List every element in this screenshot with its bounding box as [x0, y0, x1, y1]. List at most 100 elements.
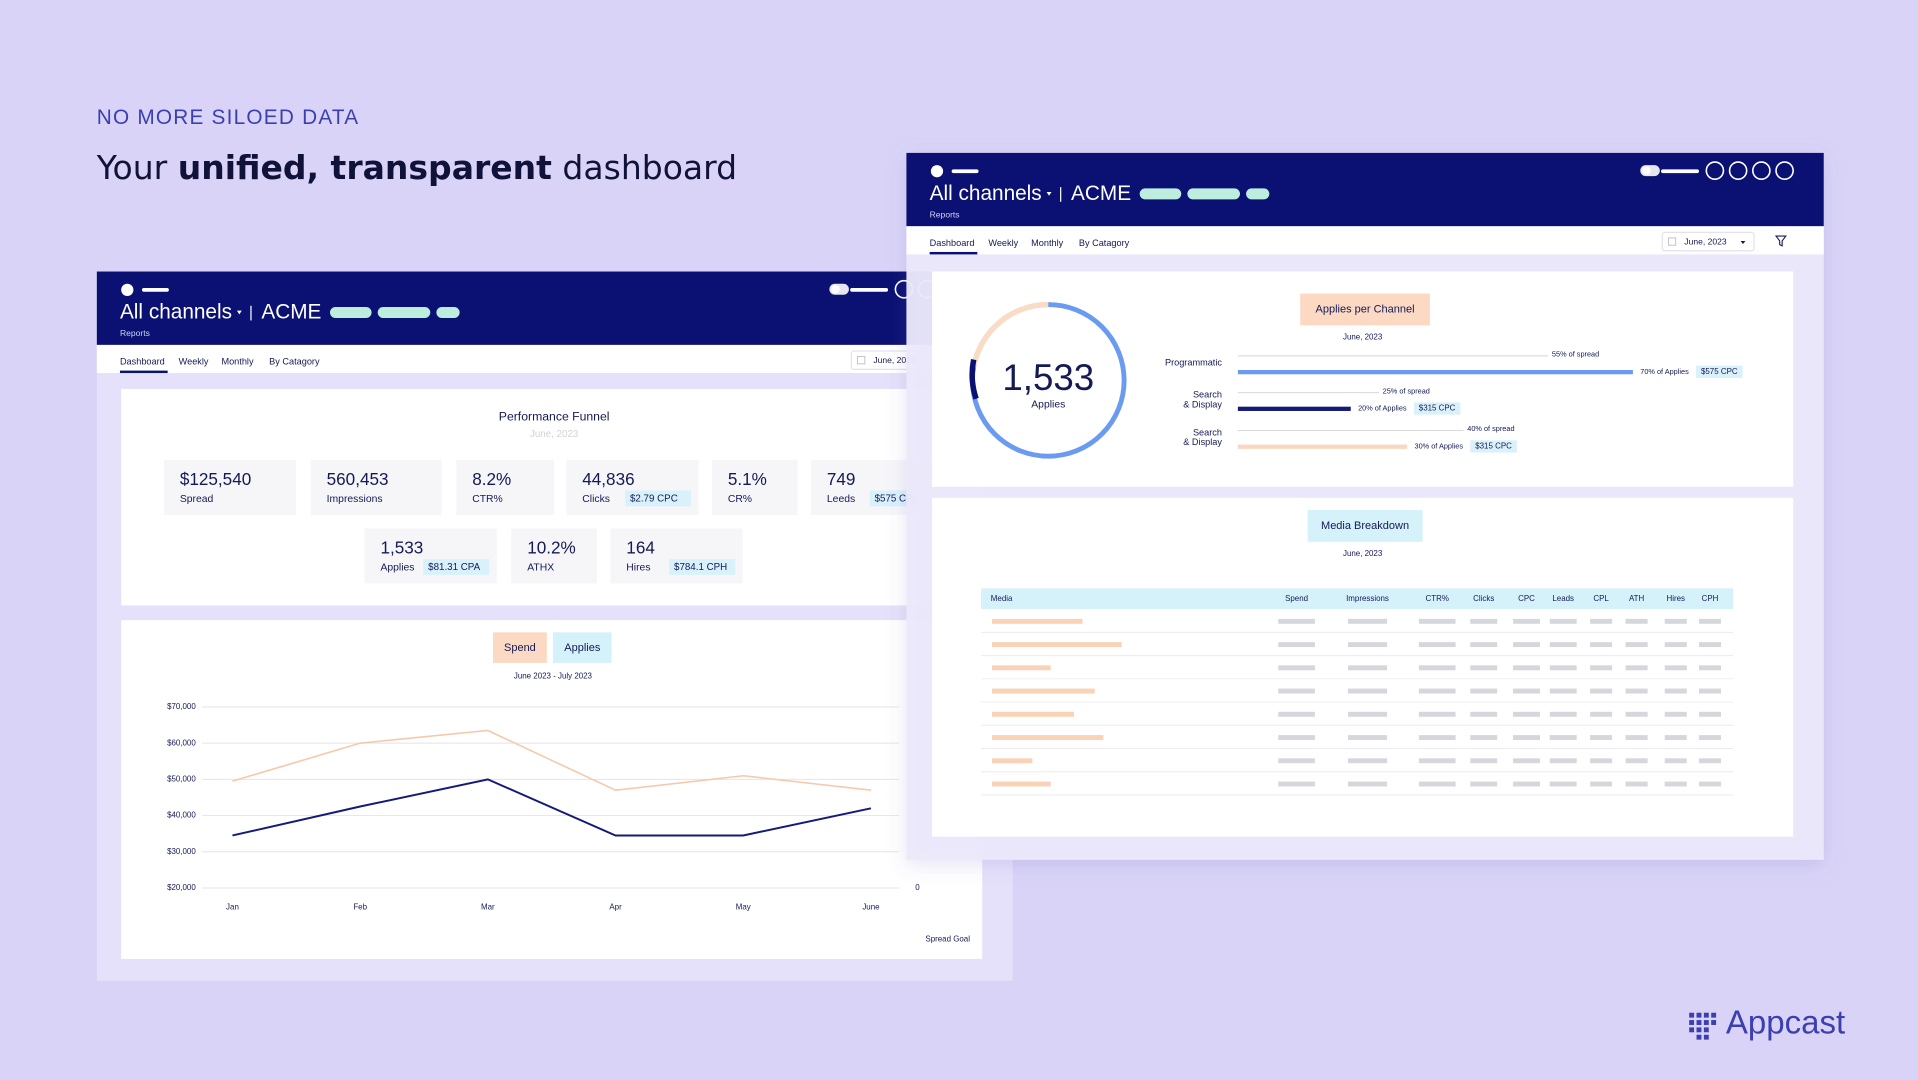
header-bar	[850, 288, 889, 292]
channel-name: Programmatic	[1165, 358, 1222, 368]
placeholder	[1470, 688, 1498, 694]
placeholder	[1278, 781, 1315, 787]
placeholder	[1278, 688, 1315, 694]
placeholder	[992, 688, 1095, 694]
x-tick-label: May	[736, 903, 751, 912]
placeholder	[1418, 665, 1456, 671]
kpi-value: 560,453	[327, 470, 389, 489]
placeholder	[1698, 688, 1721, 694]
calendar-icon	[857, 356, 866, 365]
kpi-tag-text: $81.31 CPA	[428, 562, 480, 573]
date-label: June, 2023	[1684, 236, 1727, 246]
column-header: Clicks	[1473, 594, 1494, 603]
toggle-knob	[1642, 166, 1651, 175]
placeholder	[1698, 711, 1721, 717]
header-icon[interactable]	[1705, 161, 1725, 180]
donut-arc	[969, 359, 979, 400]
date-label: June, 2023	[873, 355, 916, 365]
channel-name: Search	[1193, 389, 1222, 399]
placeholder	[1347, 711, 1388, 717]
tab[interactable]: Dashboard	[120, 356, 165, 366]
tab[interactable]: Monthly	[221, 356, 253, 366]
placeholder	[1470, 618, 1498, 624]
tab[interactable]: Dashboard	[930, 238, 975, 248]
placeholder	[1625, 758, 1648, 764]
placeholder	[1470, 642, 1498, 648]
kpi-label: Leeds	[827, 494, 855, 505]
date-picker[interactable]	[1661, 231, 1755, 252]
table-header	[981, 588, 1734, 610]
calendar-icon	[1667, 237, 1677, 246]
kpi-value: 8.2%	[472, 470, 511, 489]
headline: Your unified, transparent dashboard	[96, 147, 737, 186]
column-header: CPH	[1702, 594, 1719, 603]
kpi-tag-text: $575 CPL	[875, 494, 919, 505]
tab[interactable]: Monthly	[1031, 238, 1063, 248]
x-tick-label: Mar	[481, 903, 495, 912]
placeholder	[1418, 618, 1456, 624]
section-title: Applies per Channel	[1316, 303, 1415, 315]
column-header: Spend	[1285, 594, 1308, 603]
placeholder	[992, 758, 1033, 764]
column-header: ATH	[1629, 594, 1645, 603]
tab[interactable]: Weekly	[988, 238, 1018, 248]
chart-subtitle: June 2023 - July 2023	[514, 671, 593, 680]
channel-select[interactable]: All channels	[120, 301, 232, 324]
tab[interactable]: By Catagory	[1079, 238, 1130, 248]
dropdown-caret	[236, 310, 242, 315]
placeholder	[1347, 735, 1388, 740]
header-icon[interactable]	[1751, 161, 1771, 180]
tab[interactable]: Weekly	[179, 356, 209, 366]
client-name: ACME	[1071, 182, 1131, 205]
placeholder	[1470, 758, 1498, 764]
separator	[250, 305, 252, 321]
placeholder	[1590, 642, 1613, 648]
filter-icon[interactable]	[1774, 235, 1787, 247]
toggle-knob	[831, 284, 840, 294]
kpi-label: Spread	[180, 494, 214, 505]
placeholder	[1549, 711, 1577, 717]
kpi-value: 5.1%	[728, 470, 767, 489]
applies-bar	[1237, 406, 1351, 411]
kpi-value: 10.2%	[527, 539, 576, 558]
placeholder	[1418, 781, 1456, 787]
column-header: Media	[991, 594, 1013, 603]
header-icon[interactable]	[1728, 161, 1748, 180]
kpi-label: Hires	[626, 562, 650, 573]
chart-footer: Spread Goal	[925, 934, 970, 943]
dropdown-caret	[1046, 192, 1052, 196]
placeholder	[1625, 642, 1648, 648]
legend-tag[interactable]	[492, 632, 547, 663]
placeholder	[992, 618, 1083, 624]
header-icon[interactable]	[1775, 161, 1794, 180]
placeholder	[1513, 711, 1540, 717]
y-tick-label: $50,000	[167, 774, 196, 783]
channel-name: & Display	[1183, 399, 1222, 409]
placeholder	[1418, 735, 1456, 740]
placeholder	[1418, 642, 1456, 648]
section-label: Reports	[930, 210, 960, 220]
channel-select[interactable]: All channels	[930, 182, 1042, 205]
placeholder	[1513, 618, 1540, 624]
tab[interactable]: By Catagory	[269, 356, 320, 366]
kpi-card	[310, 459, 442, 515]
line-series	[232, 729, 872, 792]
legend-label: Spend	[504, 642, 536, 654]
kpi-value: $125,540	[180, 470, 251, 489]
legend-tag[interactable]	[552, 632, 612, 663]
section-tag	[1307, 510, 1423, 542]
placeholder	[1513, 758, 1540, 764]
placeholder	[1513, 642, 1540, 648]
placeholder	[1698, 735, 1721, 740]
placeholder	[1513, 688, 1540, 694]
placeholder	[1590, 711, 1613, 717]
kpi-tag	[625, 490, 692, 507]
placeholder	[1549, 735, 1577, 740]
applies-label: 20% of Applies	[1358, 403, 1407, 412]
placeholder	[1513, 735, 1540, 740]
cpc-tag	[1413, 402, 1461, 415]
placeholder	[1664, 758, 1687, 764]
